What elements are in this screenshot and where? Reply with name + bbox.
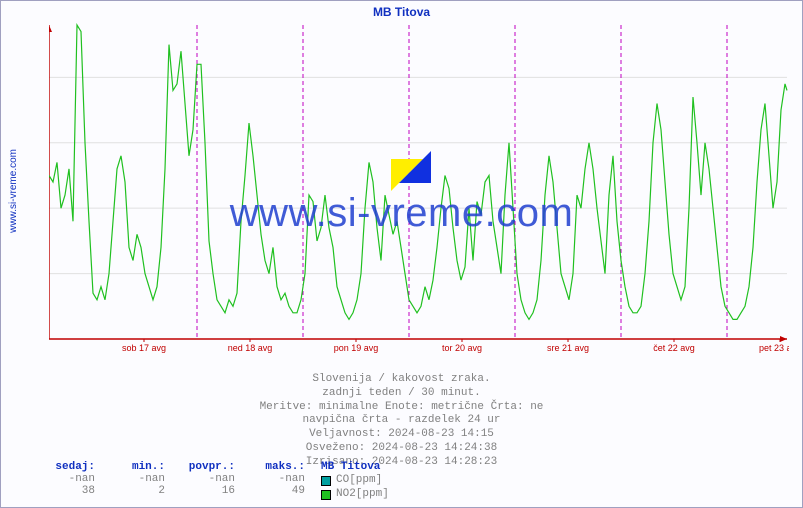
chart-container: www.si-vreme.com MB Titova 10203040 sob … bbox=[0, 0, 803, 508]
legend: MB Titova CO[ppm]NO2[ppm] bbox=[321, 461, 389, 502]
stats-header-row: sedaj:min.:povpr.:maks.: bbox=[31, 461, 311, 473]
stats-header-cell: maks.: bbox=[241, 461, 311, 473]
legend-swatch-icon bbox=[321, 490, 331, 500]
stats-cell: -nan bbox=[241, 473, 311, 485]
stats-header-cell: povpr.: bbox=[171, 461, 241, 473]
info-line: Slovenija / kakovost zraka. bbox=[1, 373, 802, 387]
stats-cell: -nan bbox=[101, 473, 171, 485]
legend-item: NO2[ppm] bbox=[321, 488, 389, 502]
svg-text:čet 22 avg: čet 22 avg bbox=[653, 343, 695, 353]
svg-text:sre 21 avg: sre 21 avg bbox=[547, 343, 589, 353]
stats-header-cell: min.: bbox=[101, 461, 171, 473]
stats-table: sedaj:min.:povpr.:maks.:-nan-nan-nan-nan… bbox=[31, 461, 311, 497]
stats-row: 3821649 bbox=[31, 485, 311, 497]
stats-header-cell: sedaj: bbox=[31, 461, 101, 473]
legend-swatch-icon bbox=[321, 476, 331, 486]
stats-cell: -nan bbox=[31, 473, 101, 485]
info-line: navpična črta - razdelek 24 ur bbox=[1, 414, 802, 428]
watermark-logo-icon bbox=[391, 151, 431, 191]
info-line: Veljavnost: 2024-08-23 14:15 bbox=[1, 428, 802, 442]
svg-text:sob 17 avg: sob 17 avg bbox=[122, 343, 166, 353]
stats-cell: 2 bbox=[101, 485, 171, 497]
side-label-text: www.si-vreme.com bbox=[8, 149, 19, 233]
stats-cell: -nan bbox=[171, 473, 241, 485]
stats-cell: 38 bbox=[31, 485, 101, 497]
side-label: www.si-vreme.com bbox=[5, 1, 21, 381]
svg-text:pon 19 avg: pon 19 avg bbox=[334, 343, 379, 353]
stats-cell: 16 bbox=[171, 485, 241, 497]
info-line: zadnji teden / 30 minut. bbox=[1, 387, 802, 401]
stats-cell: 49 bbox=[241, 485, 311, 497]
svg-text:pet 23 avg: pet 23 avg bbox=[759, 343, 789, 353]
legend-label: CO[ppm] bbox=[336, 474, 382, 488]
legend-label: NO2[ppm] bbox=[336, 488, 389, 502]
info-line: Osveženo: 2024-08-23 14:24:38 bbox=[1, 442, 802, 456]
svg-text:ned 18 avg: ned 18 avg bbox=[228, 343, 273, 353]
info-block: Slovenija / kakovost zraka.zadnji teden … bbox=[1, 373, 802, 469]
legend-title: MB Titova bbox=[321, 461, 389, 473]
stats-row: -nan-nan-nan-nan bbox=[31, 473, 311, 485]
info-line: Meritve: minimalne Enote: metrične Črta:… bbox=[1, 401, 802, 415]
chart-title: MB Titova bbox=[1, 5, 802, 19]
legend-item: CO[ppm] bbox=[321, 474, 389, 488]
svg-text:tor 20 avg: tor 20 avg bbox=[442, 343, 482, 353]
